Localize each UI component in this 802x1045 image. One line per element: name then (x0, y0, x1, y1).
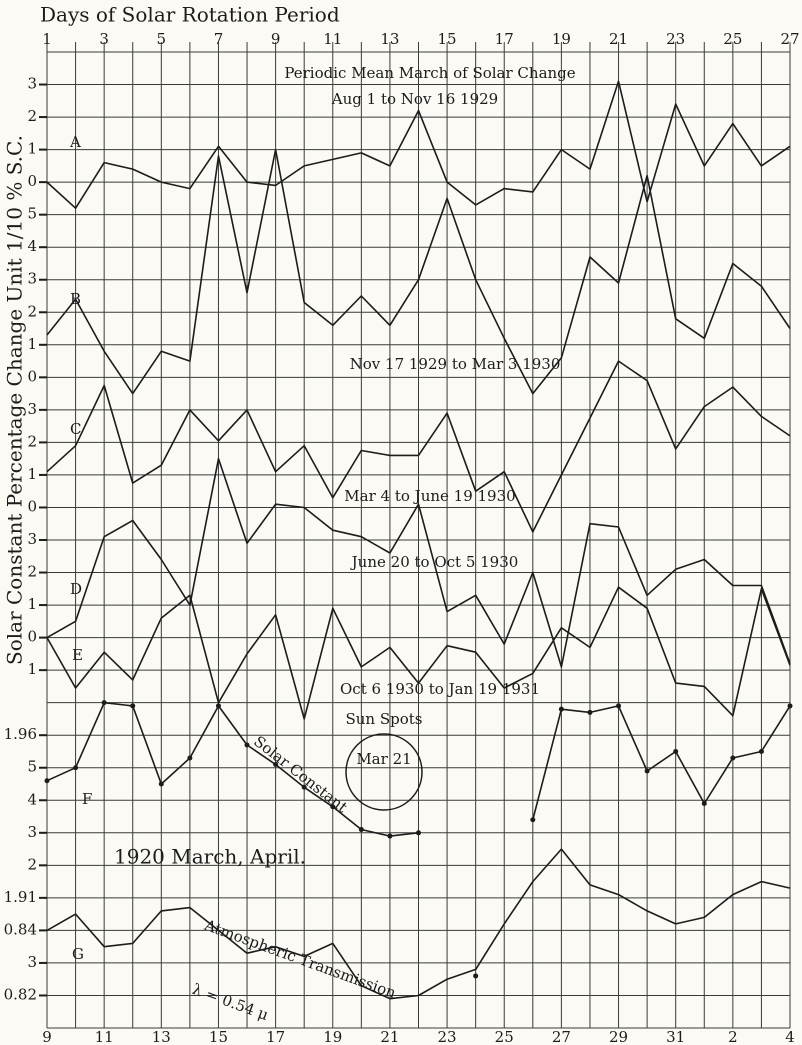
y-tick-label: 1.96 (4, 725, 37, 743)
series-line (46, 701, 791, 837)
y-tick-label: 2 (27, 302, 37, 320)
y-tick-label: 3 (27, 530, 37, 548)
series-label: A (69, 133, 81, 151)
series-line (46, 457, 791, 668)
annotation: Oct 6 1930 to Jan 19 1931 (340, 680, 540, 698)
panel-title: 1920 March, April. (114, 845, 306, 869)
grid (46, 42, 791, 1029)
y-tick-label: 2 (27, 563, 37, 581)
y-tick-label: 0.84 (4, 920, 37, 938)
top-axis-title: Days of Solar Rotation Period (40, 3, 340, 27)
sun-disc (345, 733, 423, 811)
x-tick-label: 19 (323, 1028, 342, 1045)
annotation: June 20 to Oct 5 1930 (350, 553, 519, 571)
x-tick-label: 13 (380, 30, 399, 48)
series-line (46, 848, 791, 1000)
x-tick-label: 15 (209, 1028, 228, 1045)
x-tick-label: 11 (95, 1028, 114, 1045)
y-tick-label: 1.91 (4, 888, 37, 906)
x-tick-label: 27 (552, 1028, 571, 1045)
y-tick-label: 1 (27, 595, 37, 613)
y-tick-label: 4 (27, 237, 37, 255)
y-tick-label: 1 (27, 465, 37, 483)
x-tick-label: 31 (666, 1028, 685, 1045)
x-tick-label: 23 (666, 30, 685, 48)
y-tick-label: 0 (27, 497, 37, 515)
y-tick-label: 1 (27, 335, 37, 353)
x-tick-label: 9 (271, 30, 281, 48)
annotation: Mar 4 to June 19 1930 (344, 487, 515, 505)
series-label: E (72, 646, 83, 664)
series-label: B (70, 290, 81, 308)
y-tick-label: 0.82 (4, 985, 37, 1003)
series-line (46, 148, 791, 395)
annotation: Mar 21 (356, 750, 411, 768)
x-tick-label: 17 (266, 1028, 285, 1045)
y-tick-label: 4 (27, 790, 37, 808)
x-tick-label: 23 (438, 1028, 457, 1045)
x-tick-label: 19 (552, 30, 571, 48)
y-tick-label: 2 (27, 107, 37, 125)
y-tick-label: 1 (27, 140, 37, 158)
series-line (46, 360, 791, 533)
series-line (46, 586, 791, 720)
panel-title: Periodic Mean March of Solar Change (284, 64, 575, 82)
y-axis-title: Solar Constant Percentage Change Unit 1/… (3, 135, 27, 665)
x-tick-label: 11 (323, 30, 342, 48)
y-tick-label: 5 (27, 205, 37, 223)
y-tick-label: 3 (27, 270, 37, 288)
annotation: Sun Spots (346, 710, 423, 728)
y-tick-label: 3 (27, 953, 37, 971)
x-tick-label: 29 (609, 1028, 628, 1045)
x-tick-label: 13 (152, 1028, 171, 1045)
x-tick-label: 1 (42, 30, 52, 48)
y-tick-label: 3 (27, 823, 37, 841)
y-tick-label: 0 (27, 367, 37, 385)
series-label: C (70, 420, 81, 438)
x-tick-label: 15 (438, 30, 457, 48)
series-label: G (72, 945, 84, 963)
x-tick-label: 9 (42, 1028, 52, 1045)
x-tick-label: 25 (723, 30, 742, 48)
y-tick-label: 1 (27, 660, 37, 678)
annotation: Nov 17 1929 to Mar 3 1930 (350, 355, 561, 373)
x-tick-label: 7 (214, 30, 224, 48)
y-tick-label: 0 (27, 172, 37, 190)
annotation: Aug 1 to Nov 16 1929 (331, 90, 498, 108)
x-tick-label: 27 (780, 30, 799, 48)
y-tick-label: 3 (27, 400, 37, 418)
x-tick-label: 5 (157, 30, 167, 48)
x-tick-label: 17 (495, 30, 514, 48)
series-line (46, 80, 791, 209)
y-tick-label: 2 (27, 432, 37, 450)
x-tick-label: 4 (785, 1028, 795, 1045)
y-tick-label: 3 (27, 75, 37, 93)
y-tick-label: 0 (27, 628, 37, 646)
y-tick-label: 5 (27, 758, 37, 776)
x-tick-label: 25 (495, 1028, 514, 1045)
x-tick-label: 3 (99, 30, 109, 48)
series-label: D (70, 580, 82, 598)
x-tick-label: 21 (380, 1028, 399, 1045)
x-tick-label: 21 (609, 30, 628, 48)
series-label: F (82, 790, 92, 808)
data-point (473, 973, 479, 979)
x-tick-label: 2 (728, 1028, 738, 1045)
y-tick-label: 2 (27, 855, 37, 873)
